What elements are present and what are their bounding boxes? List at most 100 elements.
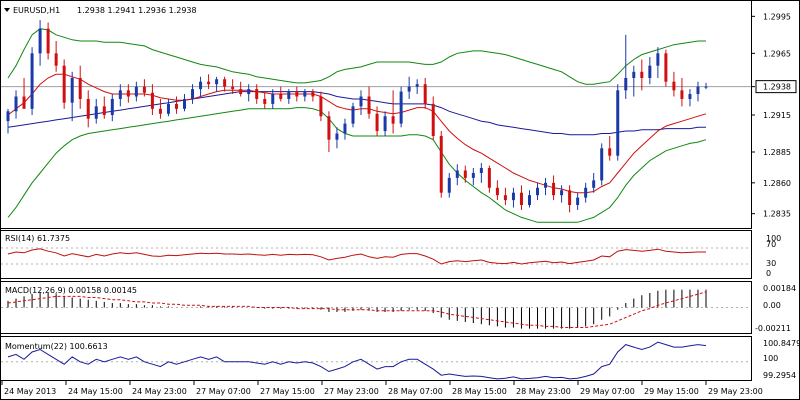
macd-level-top: 0.00184 xyxy=(763,284,796,293)
macd-signal-line xyxy=(7,291,707,328)
candle xyxy=(455,164,459,186)
macd-label: MACD(12,26,9) 0.00158 0.00145 xyxy=(5,286,137,295)
candle-body xyxy=(14,96,18,112)
candle xyxy=(704,82,708,90)
candle-body xyxy=(527,195,531,206)
macd-level-zero: 0.00 xyxy=(763,301,781,310)
bollinger-lower-band xyxy=(7,107,707,223)
current-price-box xyxy=(755,80,797,94)
candle-body xyxy=(383,116,387,132)
time-tick-label: 29 May 07:00 xyxy=(580,387,635,396)
candle-body xyxy=(142,86,146,93)
symbol-header: EURUSD,H1 1.2938 1.2941 1.2936 1.2938 xyxy=(4,6,197,15)
candle-body xyxy=(118,90,122,99)
candle-body xyxy=(6,111,10,122)
candle-body xyxy=(680,90,684,99)
price-tick-label: 1.2965 xyxy=(763,49,791,58)
candle-body xyxy=(455,170,459,178)
candle-body xyxy=(624,78,628,91)
macd-level-bottom: -0.00211 xyxy=(755,324,791,333)
candle-body xyxy=(158,108,162,114)
candle-body xyxy=(487,168,491,188)
main-price-panel xyxy=(1,20,751,223)
candle xyxy=(664,49,668,87)
dropdown-triangle-icon[interactable] xyxy=(4,8,10,12)
candle-body xyxy=(511,192,515,201)
candle xyxy=(14,90,18,119)
momentum-panel xyxy=(1,341,751,380)
candle-body xyxy=(608,148,612,156)
macd-panel-frame xyxy=(0,281,752,334)
candle xyxy=(279,86,283,102)
candle-body xyxy=(584,187,588,198)
candle xyxy=(471,168,475,186)
candle-body xyxy=(463,170,467,178)
candle-body xyxy=(592,180,596,188)
candle xyxy=(335,127,339,149)
candle xyxy=(38,20,42,66)
candle-body xyxy=(495,187,499,196)
candle-body xyxy=(367,96,371,114)
time-tick-label: 29 May 23:00 xyxy=(708,387,763,396)
price-tick-label: 1.2860 xyxy=(763,179,791,188)
candle-body xyxy=(519,192,523,206)
candle-body xyxy=(648,65,652,78)
candle-body xyxy=(46,28,50,54)
candle xyxy=(263,91,267,109)
momentum-level-100: 100 xyxy=(763,354,778,363)
candle-body xyxy=(271,94,275,104)
candle xyxy=(150,84,154,115)
candle xyxy=(303,89,307,102)
price-tick-label: 1.2835 xyxy=(763,210,791,219)
candle xyxy=(351,102,355,128)
candle xyxy=(544,177,548,196)
candle-body xyxy=(199,81,203,90)
candle-body xyxy=(656,53,660,66)
candle-body xyxy=(94,106,98,119)
candle xyxy=(102,96,106,119)
macd-panel xyxy=(1,289,751,329)
candle xyxy=(511,187,515,208)
time-tick-label: 24 May 15:00 xyxy=(68,387,123,396)
candle xyxy=(391,90,395,134)
rsi-level-70: 70 xyxy=(766,240,776,249)
candle-body xyxy=(600,148,604,181)
candle-body xyxy=(183,98,187,109)
momentum-level-top: 100.8479 xyxy=(763,339,800,348)
candle-body xyxy=(247,89,251,95)
candle xyxy=(70,71,74,122)
candle-body xyxy=(439,135,443,193)
candle xyxy=(158,98,162,119)
candle-body xyxy=(351,106,355,124)
candle xyxy=(576,192,580,210)
candle-body xyxy=(279,94,283,99)
candle-body xyxy=(239,89,243,95)
candle xyxy=(30,47,34,115)
candle-body xyxy=(664,53,668,82)
candle xyxy=(142,79,146,97)
price-tick-label: 1.2885 xyxy=(763,148,791,157)
candle xyxy=(616,84,620,161)
candle xyxy=(584,182,588,203)
candle-body xyxy=(255,89,259,99)
candle-body xyxy=(672,81,676,91)
candle-body xyxy=(303,91,307,97)
candle-body xyxy=(696,86,700,95)
rsi-level-30: 30 xyxy=(766,259,776,268)
candle-body xyxy=(616,90,620,156)
candle-body xyxy=(311,91,315,97)
rsi-level-0: 0 xyxy=(766,269,771,278)
ohlc-values: 1.2938 1.2941 1.2936 1.2938 xyxy=(77,6,197,15)
candle-body xyxy=(110,98,114,115)
candle xyxy=(183,94,187,112)
candle xyxy=(134,81,138,102)
candle xyxy=(672,71,676,97)
candle xyxy=(519,185,523,210)
candle xyxy=(62,59,66,109)
candle xyxy=(327,111,331,152)
candle xyxy=(383,111,387,136)
candle-body xyxy=(62,65,66,103)
candle-body xyxy=(568,190,572,206)
candle xyxy=(199,76,203,97)
